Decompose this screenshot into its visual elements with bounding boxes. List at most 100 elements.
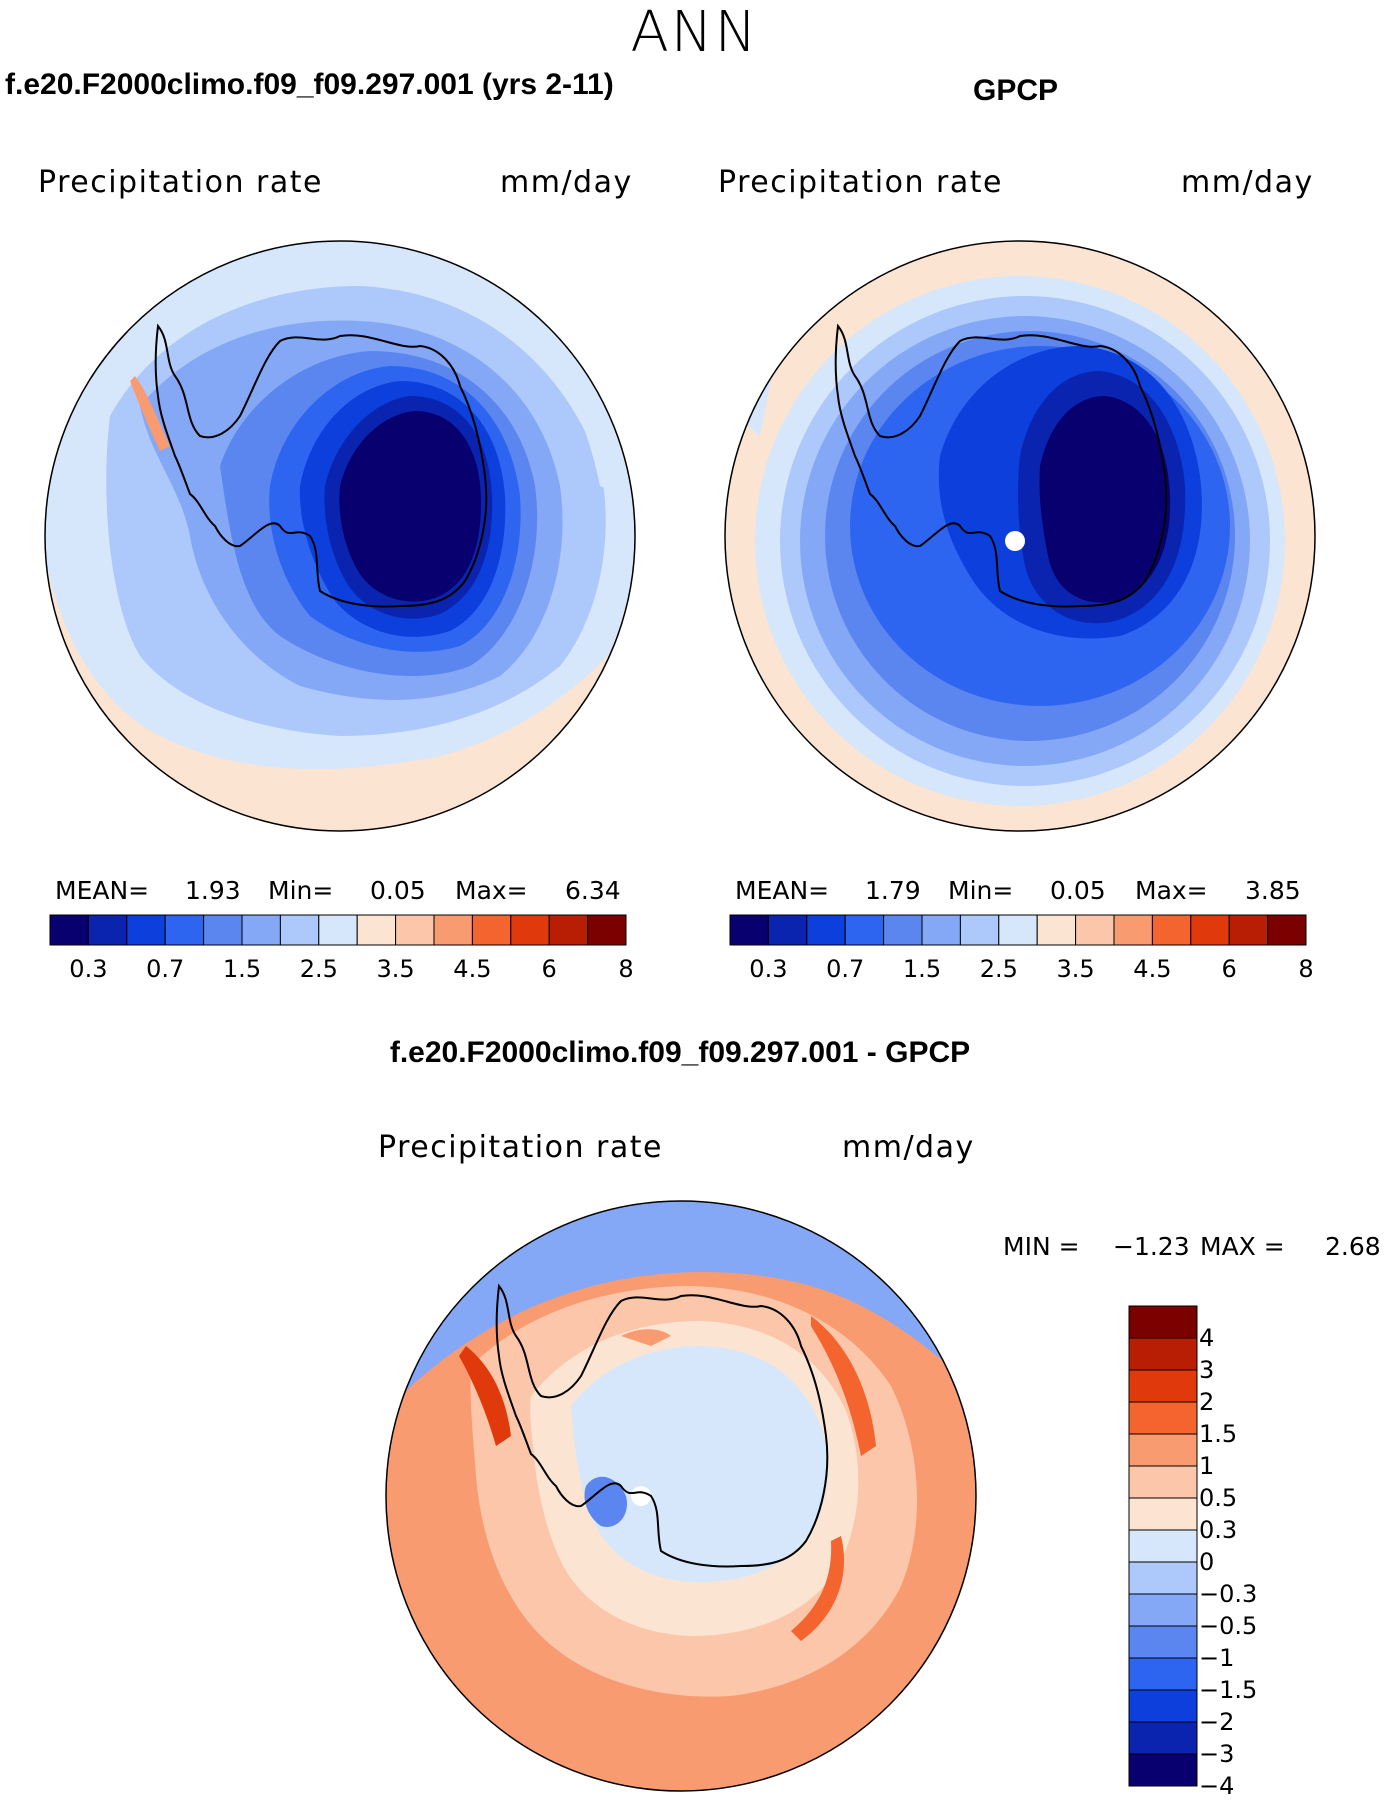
panel1-colorbar-swatch xyxy=(318,914,358,946)
panel2-colorbar-swatch xyxy=(1267,914,1307,946)
panel1-colorbar-tick-label: 6 xyxy=(541,955,557,983)
panel3-colorbar-tick-label: 0.3 xyxy=(1199,1516,1238,1544)
panel3-colorbar-tick-label: 0.5 xyxy=(1199,1484,1238,1512)
panel3-polar-map xyxy=(385,1200,977,1792)
panel3-colorbar-tick-label: −3 xyxy=(1199,1740,1235,1768)
panel3-colorbar-swatch xyxy=(1128,1337,1198,1371)
panel1-colorbar-tick-label: 0.7 xyxy=(146,955,185,983)
panel1-colorbar-tick-label: 2.5 xyxy=(299,955,338,983)
panel3-units-label: mm/day xyxy=(842,1130,975,1165)
panel1-units-label: mm/day xyxy=(500,165,633,200)
panel2-title: GPCP xyxy=(973,74,1059,107)
panel1-colorbar-swatch xyxy=(395,914,435,946)
panel2-polar-map xyxy=(724,240,1316,832)
panel2-max-label: Max= xyxy=(1135,876,1208,905)
panel1-colorbar-swatch xyxy=(510,914,550,946)
panel1-mean-label: MEAN= xyxy=(55,876,150,905)
panel3-colorbar-tick-label: 4 xyxy=(1199,1324,1215,1352)
panel2-colorbar-ticks: 0.3 0.7 1.5 2.5 3.5 4.5 6 8 xyxy=(730,955,1313,985)
panel3-colorbar-swatch xyxy=(1128,1689,1198,1723)
panel2-colorbar-swatch xyxy=(998,914,1038,946)
panel3-max-label: MAX = xyxy=(1200,1232,1285,1261)
panel1-mean-value: 1.93 xyxy=(185,876,241,905)
panel2-variable-label: Precipitation rate xyxy=(718,165,1003,200)
panel2-colorbar-tick-label: 4.5 xyxy=(1133,955,1172,983)
panel3-colorbar-tick-label: 1 xyxy=(1199,1452,1215,1480)
panel2-colorbar-tick-label: 8 xyxy=(1298,955,1314,983)
panel3-colorbar-tick-label: 3 xyxy=(1199,1356,1215,1384)
panel2-colorbar-swatch xyxy=(1190,914,1230,946)
panel3-colorbar-tick-label: 2 xyxy=(1199,1388,1215,1416)
figure-season-title: ANN xyxy=(630,0,759,65)
panel2-colorbar-swatch xyxy=(767,914,808,946)
panel1-colorbar-swatch xyxy=(126,914,166,946)
panel1-min-value: 0.05 xyxy=(370,876,426,905)
panel3-min-label: MIN = xyxy=(1003,1232,1080,1261)
panel1-variable-label: Precipitation rate xyxy=(38,165,323,200)
panel3-colorbar-tick-label: −1.5 xyxy=(1199,1676,1258,1704)
panel3-min-value: −1.23 xyxy=(1113,1232,1190,1261)
panel1-min-label: Min= xyxy=(268,876,334,905)
panel1-colorbar-swatch xyxy=(548,914,589,946)
panel1-colorbar-swatch xyxy=(356,914,397,946)
panel1-colorbar-swatch xyxy=(203,914,243,946)
panel1-colorbar-swatch xyxy=(164,914,205,946)
panel3-title: f.e20.F2000climo.f09_f09.297.001 - GPCP xyxy=(389,1036,971,1069)
panel1-colorbar-tick-label: 3.5 xyxy=(376,955,415,983)
panel1-colorbar-swatch xyxy=(433,914,473,946)
panel2-colorbar-tick-label: 2.5 xyxy=(979,955,1018,983)
panel2-min-value: 0.05 xyxy=(1050,876,1106,905)
panel2-colorbar-swatch xyxy=(921,914,961,946)
panel3-max-value: 2.68 xyxy=(1325,1232,1381,1261)
panel1-colorbar-swatch xyxy=(241,914,281,946)
panel2-colorbar-swatch xyxy=(844,914,885,946)
panel1-colorbar-ticks: 0.3 0.7 1.5 2.5 3.5 4.5 6 8 xyxy=(50,955,633,985)
panel1-colorbar-swatch xyxy=(49,914,89,946)
panel1-colorbar-swatch xyxy=(87,914,128,946)
panel3-colorbar-tick-label: −2 xyxy=(1199,1708,1235,1736)
panel1-polar-map xyxy=(44,240,636,832)
panel2-colorbar-swatch xyxy=(1113,914,1153,946)
panel2-colorbar-tick-label: 0.3 xyxy=(749,955,788,983)
panel3-colorbar-swatch xyxy=(1128,1465,1198,1499)
panel2-colorbar xyxy=(729,914,1307,946)
panel1-title: f.e20.F2000climo.f09_f09.297.001 (yrs 2-… xyxy=(5,68,614,101)
panel1-colorbar-swatch xyxy=(587,914,627,946)
panel2-colorbar-tick-label: 0.7 xyxy=(826,955,865,983)
panel1-colorbar-swatch xyxy=(471,914,512,946)
panel2-colorbar-tick-label: 3.5 xyxy=(1056,955,1095,983)
panel2-min-label: Min= xyxy=(948,876,1014,905)
panel1-colorbar-tick-label: 1.5 xyxy=(222,955,262,983)
panel2-colorbar-swatch xyxy=(806,914,846,946)
panel1-colorbar-tick-label: 8 xyxy=(618,955,634,983)
panel3-colorbar-swatch xyxy=(1128,1401,1198,1435)
panel1-max-value: 6.34 xyxy=(565,876,621,905)
panel2-mean-value: 1.79 xyxy=(865,876,921,905)
panel2-colorbar-swatch xyxy=(729,914,769,946)
panel3-colorbar-swatch xyxy=(1128,1305,1198,1339)
panel3-colorbar-swatch xyxy=(1128,1721,1198,1755)
panel3-colorbar-tick-label: 0 xyxy=(1199,1548,1215,1576)
panel2-colorbar-swatch xyxy=(1228,914,1269,946)
panel3-colorbar-tick-label: −1 xyxy=(1199,1644,1235,1672)
panel3-colorbar-tick-label: −0.3 xyxy=(1199,1580,1258,1608)
panel2-colorbar-swatch xyxy=(959,914,1000,946)
panel3-colorbar-tick-label: 1.5 xyxy=(1199,1420,1238,1448)
panel3-colorbar-ticks: 4 3 2 1.5 1 0.5 0.3 0 −0.3 −0.5 −1 −1.5 −2 −3 −4 xyxy=(1199,1306,1279,1800)
panel3-colorbar-swatch xyxy=(1128,1625,1198,1659)
panel2-colorbar-swatch xyxy=(883,914,923,946)
panel3-colorbar-swatch xyxy=(1128,1529,1198,1563)
panel3-colorbar xyxy=(1128,1305,1198,1787)
panel3-colorbar-swatch xyxy=(1128,1753,1198,1787)
panel1-colorbar-tick-label: 4.5 xyxy=(453,955,492,983)
panel3-colorbar-tick-label: −0.5 xyxy=(1199,1612,1258,1640)
panel3-variable-label: Precipitation rate xyxy=(378,1130,663,1165)
panel2-units-label: mm/day xyxy=(1181,165,1314,200)
panel1-colorbar xyxy=(49,914,627,946)
panel2-colorbar-swatch xyxy=(1036,914,1077,946)
panel2-colorbar-swatch xyxy=(1151,914,1192,946)
panel3-colorbar-swatch xyxy=(1128,1497,1198,1531)
panel2-colorbar-swatch xyxy=(1075,914,1115,946)
panel2-max-value: 3.85 xyxy=(1245,876,1301,905)
panel1-max-label: Max= xyxy=(455,876,528,905)
